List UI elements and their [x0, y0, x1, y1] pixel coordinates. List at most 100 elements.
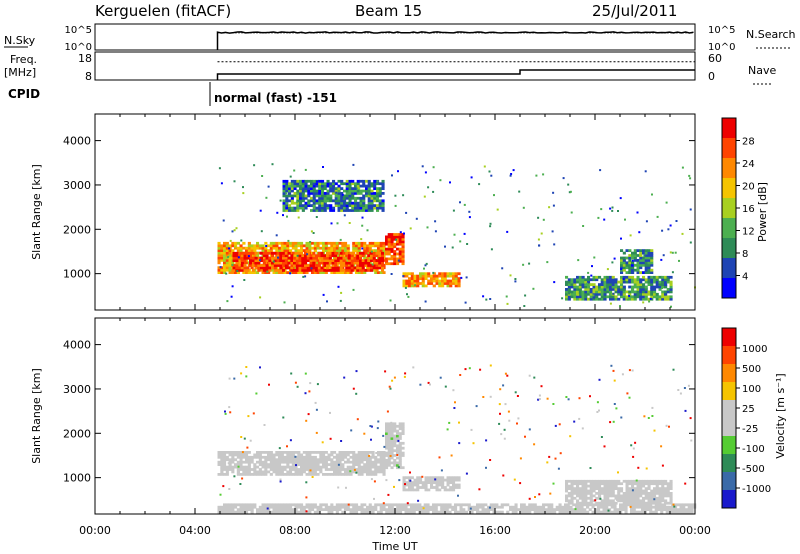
- power-ylabel: Slant Range [km]: [30, 164, 43, 260]
- colorbar-swatch-4: [722, 400, 736, 419]
- ytick-label-2000: 2000: [63, 427, 91, 440]
- velocity-region-2: [402, 476, 461, 492]
- colorbar-tick-label-7: -1000: [742, 484, 771, 495]
- colorbar-tick-label-0: 28: [742, 137, 755, 148]
- x-tick-label-3: 12:00: [379, 524, 411, 537]
- power-panel: 4000 3000 2000 1000 Slant Range [km]: [30, 113, 696, 311]
- colorbar-swatch-2: [722, 364, 736, 383]
- x-axis-ticks: 00:00 04:00 08:00 12:00 16:00 20:00 00:00: [79, 524, 711, 537]
- x-tick-label-4: 16:00: [479, 524, 511, 537]
- power-colorbar: 28 24 20 16 12 8 4: [721, 117, 755, 299]
- nsky-trace: [216, 31, 695, 50]
- nsearch-label: N.Search: [746, 28, 796, 41]
- colorbar-swatch-2: [722, 158, 736, 179]
- colorbar-tick-label-4: -25: [742, 424, 758, 435]
- freq-trace: [216, 61, 695, 80]
- velocity-axis: 4000 3000 2000 1000: [63, 318, 696, 514]
- ytick-label-3000: 3000: [63, 179, 91, 192]
- colorbar-tick-label-4: 12: [742, 227, 755, 238]
- colorbar-swatch-0: [722, 328, 736, 347]
- nsky-strip-frame: [94, 23, 696, 51]
- power-region-5: [565, 275, 673, 301]
- colorbar-swatch-5: [722, 418, 736, 437]
- velocity-ylabel: Slant Range [km]: [30, 368, 43, 464]
- freq-strip-frame: [94, 51, 696, 81]
- nave-tick-bottom: 0: [708, 70, 715, 83]
- x-tick-label-5: 20:00: [579, 524, 611, 537]
- nsearch-tick-bottom: 10^0: [708, 42, 735, 53]
- colorbar-swatch-7: [722, 454, 736, 473]
- x-tick-label-0: 00:00: [79, 524, 111, 537]
- colorbar-swatch-6: [722, 436, 736, 455]
- power-region-1: [232, 251, 385, 272]
- power-region-6: [620, 249, 654, 274]
- velocity-region-1: [385, 422, 405, 470]
- ytick-label-1000: 1000: [63, 472, 91, 485]
- colorbar-swatch-8: [722, 278, 736, 299]
- nsky-label: N.Sky: [4, 34, 36, 47]
- colorbar-swatch-8: [722, 472, 736, 491]
- velocity-colorbar: 1000 500 100 25 -25 -100 -500 -1000: [721, 327, 771, 509]
- colorbar-tick-label-2: 100: [742, 384, 761, 395]
- velocity-panel: 4000 3000 2000 1000 Slant Range [km]: [30, 317, 697, 515]
- nsky-tick-top: 10^5: [65, 25, 92, 36]
- ytick-label-1000: 1000: [63, 268, 91, 281]
- colorbar-swatch-0: [722, 118, 736, 139]
- nsky-tick-bottom: 10^0: [65, 42, 92, 53]
- colorbar-tick-label-6: 4: [742, 272, 748, 283]
- colorbar-tick-label-3: 16: [742, 204, 755, 215]
- power-scatter: [218, 163, 696, 308]
- colorbar-swatch-1: [722, 346, 736, 365]
- ytick-label-2000: 2000: [63, 223, 91, 236]
- colorbar-swatch-6: [722, 238, 736, 259]
- x-tick-label-2: 08:00: [279, 524, 311, 537]
- power-colorbar-label: Power [dB]: [756, 182, 769, 242]
- velocity-region-3: [565, 479, 673, 505]
- colorbar-tick-label-6: -500: [742, 464, 765, 475]
- nsearch-tick-top: 10^5: [708, 25, 735, 36]
- cpid-label: CPID: [8, 87, 40, 101]
- power-region-2: [385, 233, 405, 266]
- nave-label: Nave: [748, 64, 776, 77]
- velocity-data-cells: [217, 364, 697, 514]
- colorbar-swatch-7: [722, 258, 736, 279]
- colorbar-tick-label-5: 8: [742, 249, 748, 260]
- nave-tick-top: 60: [708, 52, 722, 65]
- nsky-line: [216, 31, 694, 50]
- ytick-label-4000: 4000: [63, 339, 91, 352]
- x-axis-label: Time UT: [371, 540, 417, 553]
- freq-tick-top: 18: [78, 52, 92, 65]
- colorbar-tick-label-2: 20: [742, 182, 755, 193]
- ytick-label-3000: 3000: [63, 383, 91, 396]
- power-axis: 4000 3000 2000 1000: [63, 114, 696, 310]
- date-label: 25/Jul/2011: [592, 2, 677, 20]
- colorbar-swatch-9: [722, 490, 736, 509]
- colorbar-swatch-4: [722, 198, 736, 219]
- colorbar-swatch-5: [722, 218, 736, 239]
- colorbar-tick-label-0: 1000: [742, 344, 767, 355]
- colorbar-swatch-3: [722, 178, 736, 199]
- colorbar-frame: [721, 327, 737, 509]
- colorbar-swatch-1: [722, 138, 736, 159]
- colorbar-tick-label-1: 500: [742, 364, 761, 375]
- velocity-region-0: [217, 451, 386, 476]
- ytick-label-4000: 4000: [63, 135, 91, 148]
- colorbar-tick-label-5: -100: [742, 444, 765, 455]
- power-region-3: [402, 272, 461, 288]
- velocity-region-4: [217, 503, 697, 514]
- colorbar-tick-label-3: 25: [742, 404, 755, 415]
- colorbar-tick-label-1: 24: [742, 159, 755, 170]
- beam-label: Beam 15: [355, 2, 422, 20]
- velocity-colorbar-label: Velocity [m s⁻¹]: [774, 373, 787, 458]
- plot-title: Kerguelen (fitACF): [95, 2, 231, 20]
- freq-label: Freq.: [10, 53, 37, 66]
- freq-line: [216, 69, 695, 80]
- freq-unit-label: [MHz]: [4, 66, 36, 79]
- x-tick-label-6: 00:00: [679, 524, 711, 537]
- cpid-text: normal (fast) -151: [214, 91, 337, 105]
- x-tick-label-1: 04:00: [179, 524, 211, 537]
- power-region-4: [282, 179, 385, 212]
- velocity-scatter: [219, 364, 693, 513]
- freq-tick-bottom: 8: [85, 70, 92, 83]
